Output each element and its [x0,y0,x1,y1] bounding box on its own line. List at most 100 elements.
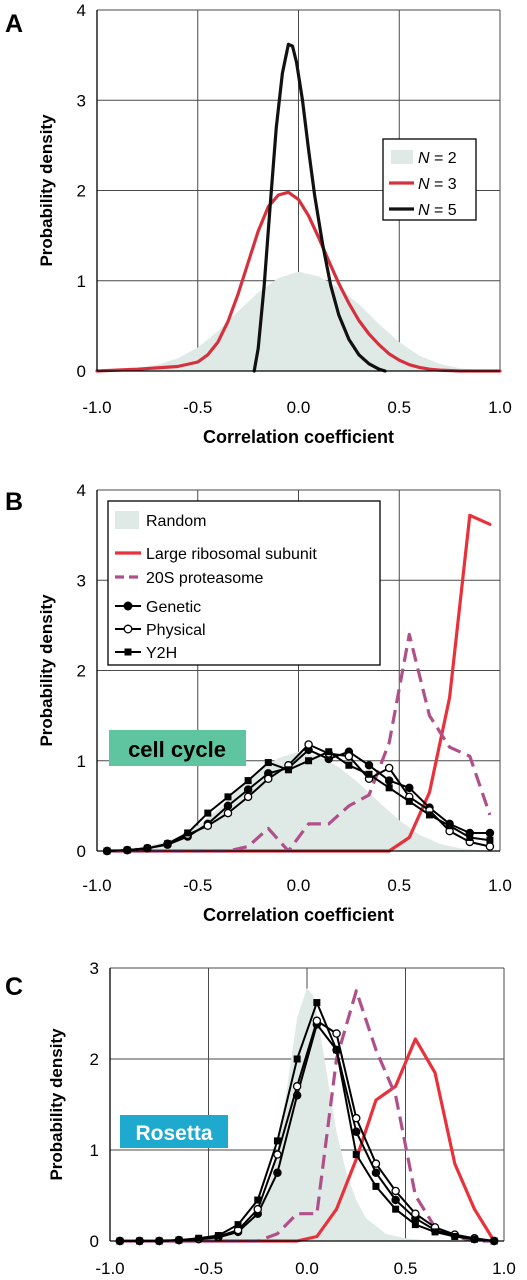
point-physical [332,1029,341,1038]
point-y2h [446,822,454,830]
y-tick-labels: 0 1 2 3 [90,959,99,1251]
x-tick-label: -0.5 [183,876,212,895]
legend-label: Y2H [146,645,177,662]
y-tick-labels: 0 1 2 3 4 [77,1,86,381]
y-tick-label: 2 [77,662,86,681]
x-tick-label: 1.0 [492,1259,516,1278]
point-physical [304,740,313,749]
legend-label: Genetic [146,599,201,616]
legend-label-rest: = 3 [430,176,457,193]
legend-label-var: N [418,202,430,219]
legend-label-var: N [418,176,430,193]
panel-c: C -1.0 -0.5 0.0 0.5 1.0 0 1 2 3 Probability densit… [5,959,516,1278]
legend-swatch-area [115,511,139,529]
annotation-rosetta: Rosetta [120,1115,228,1148]
x-tick-label: -0.5 [194,1259,223,1278]
point-y2h [273,1137,281,1145]
point-y2h [204,809,212,817]
y-tick-label: 2 [90,1050,99,1069]
x-tick-label: 1.0 [488,876,512,895]
legend-label-rest: = 5 [430,202,457,219]
point-y2h [164,840,172,848]
series-line-20s-proteasome [119,989,495,1243]
y-tick-label: 1 [90,1141,99,1160]
point-y2h [224,793,232,801]
point-genetic [371,1168,381,1178]
point-physical [344,751,354,761]
point-y2h [352,1151,360,1159]
legend-marker [124,648,132,656]
plot-area [95,42,502,373]
point-y2h [392,1205,400,1213]
point-physical [485,842,495,851]
x-tick-label: 0.5 [387,876,411,895]
point-genetic [223,801,233,811]
y-tick-label: 4 [77,1,86,20]
x-tick-labels: -1.0 -0.5 0.0 0.5 1.0 [82,398,511,417]
series-line-n-3 [95,190,502,373]
point-y2h [405,797,413,805]
y-tick-label: 3 [90,959,99,978]
panel-letter: A [5,10,23,38]
point-physical [223,808,233,818]
legend-label: Large ribosomal subunit [146,546,317,563]
markers-y2h [103,748,494,855]
series-area-random [97,751,500,851]
x-tick-labels: -1.0 -0.5 0.0 0.5 1.0 [95,1259,515,1278]
point-y2h [264,759,272,767]
point-y2h [143,844,151,852]
point-y2h [184,829,192,837]
panel-a: A -1.0 -0.5 0.0 0.5 1.0 0 1 2 3 4 Probability densi… [5,1,512,447]
x-axis-label: Correlation coefficient [203,905,394,925]
x-tick-labels: -1.0 -0.5 0.0 0.5 1.0 [82,876,511,895]
legend-swatch-area [391,150,413,164]
point-genetic [384,776,394,785]
x-tick-label: 0.0 [295,1259,319,1278]
x-tick-label: 0.5 [394,1259,418,1278]
point-physical [273,1150,282,1159]
point-physical [391,1186,400,1196]
legend-marker [123,601,133,611]
point-y2h [486,836,494,844]
legend-swatch [115,511,139,529]
point-y2h [284,766,292,774]
annotation-badge [120,1115,228,1148]
point-y2h [293,1055,301,1063]
point-y2h [385,784,393,792]
point-physical [253,1204,262,1214]
y-tick-label: 0 [77,362,86,381]
point-physical [292,1082,302,1091]
x-tick-label: 0.5 [387,398,411,417]
point-y2h [470,1235,478,1243]
annotation-text: Rosetta [135,1122,212,1145]
point-y2h [431,1228,439,1236]
y-tick-label: 3 [77,91,86,110]
point-y2h [254,1196,262,1204]
x-tick-label: -1.0 [82,398,111,417]
point-y2h [451,1232,459,1240]
y-tick-labels: 0 1 2 3 4 [77,481,86,861]
legend-swatch [115,624,141,634]
panel-letter: C [5,973,23,1001]
legend-label: Physical [146,622,206,639]
point-physical [351,1113,361,1123]
point-y2h [123,846,131,854]
y-tick-label: 1 [77,272,86,291]
legend-label: N = 5 [418,202,457,219]
legend-label: N = 3 [418,176,457,193]
x-tick-label: 0.0 [287,398,311,417]
y-tick-label: 3 [77,571,86,590]
x-tick-label: 1.0 [488,398,512,417]
x-tick-label: -0.5 [183,398,212,417]
x-axis-label: Correlation coefficient [203,427,394,447]
y-axis-label: Probability density [47,1028,66,1181]
point-y2h [234,1221,242,1229]
legend-label-rest: = 2 [430,150,457,167]
x-tick-label: -1.0 [95,1259,124,1278]
legend-marker [123,624,133,634]
point-y2h [345,761,353,769]
series-line-n-5 [252,42,387,373]
point-y2h [214,1232,222,1240]
point-genetic [405,783,414,793]
